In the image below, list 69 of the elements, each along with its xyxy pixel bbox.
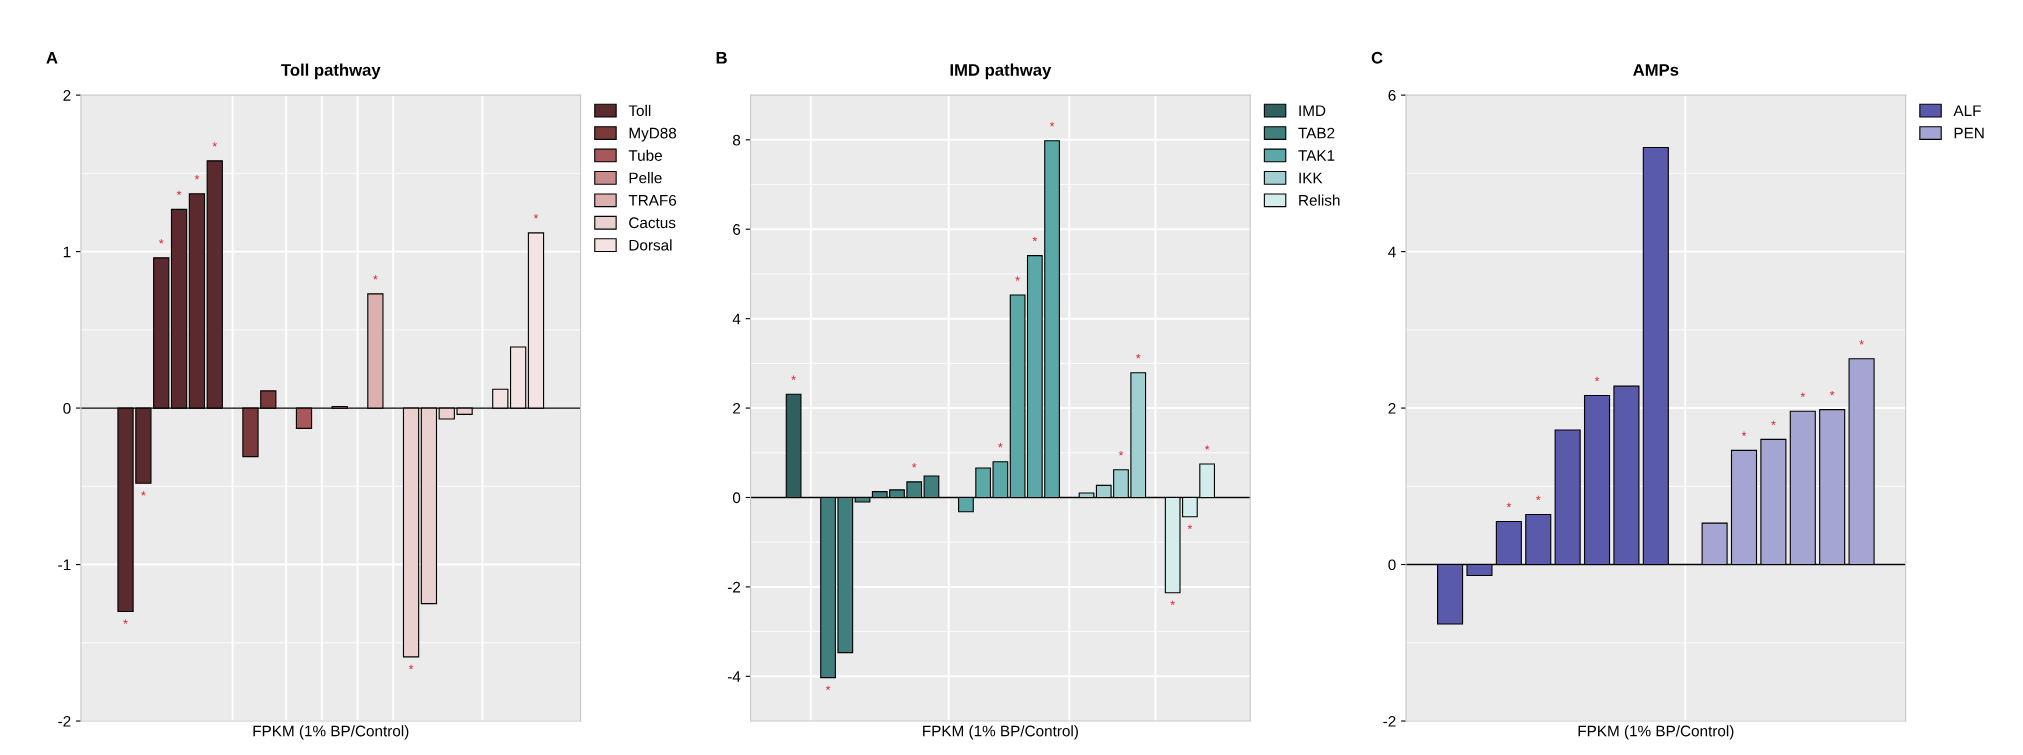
- y-tick-label: 6: [733, 224, 741, 235]
- legend-label: TRAF6: [628, 194, 677, 206]
- data-label: *: [408, 664, 414, 670]
- y-tick-label: 2: [1388, 402, 1396, 414]
- legend-label: IMD: [1299, 105, 1326, 116]
- legend-label: ALF: [1953, 105, 1981, 116]
- data-label: *: [1049, 122, 1055, 127]
- chart-title: Toll pathway: [281, 63, 381, 80]
- data-label: *: [176, 190, 182, 196]
- data-label: *: [1135, 354, 1141, 359]
- legend-label: Toll: [628, 104, 651, 117]
- legend-label: TAK1: [1298, 150, 1335, 161]
- y-tick-label: 2: [733, 402, 741, 414]
- data-label: *: [1829, 390, 1835, 396]
- y-tick-label: 0: [732, 492, 741, 504]
- legend-label: IKK: [1299, 172, 1323, 184]
- y-tick-label: 2: [63, 90, 71, 101]
- legend-label: Pelle: [629, 172, 662, 184]
- legend-label: Cactus: [629, 217, 676, 229]
- y-tick-label: 4: [1388, 246, 1396, 258]
- data-label: *: [1741, 431, 1747, 437]
- data-label: *: [141, 491, 146, 496]
- data-label: *: [1771, 420, 1776, 426]
- data-label: *: [212, 142, 217, 147]
- y-tick-label: -4: [727, 671, 741, 682]
- y-tick-label: 6: [1388, 90, 1396, 101]
- y-tick-label: -1: [58, 559, 71, 571]
- data-label: *: [825, 685, 831, 691]
- x-axis-title: FPKM (1% BP/Control): [923, 725, 1078, 740]
- data-label: *: [911, 463, 917, 468]
- chart-title: AMPs: [1633, 64, 1679, 76]
- legend-label: TAB2: [1298, 127, 1335, 139]
- data-label: *: [194, 175, 200, 180]
- data-label: *: [1170, 600, 1175, 606]
- text: B: [716, 52, 727, 64]
- y-tick-label: -2: [58, 715, 71, 727]
- x-axis-title: FPKM (1% BP/Control): [1578, 725, 1734, 740]
- data-label: *: [998, 443, 1003, 448]
- legend-label: PEN: [1954, 127, 1984, 139]
- text: A: [46, 52, 58, 64]
- legend-label: MyD88: [629, 127, 677, 142]
- data-label: *: [1032, 236, 1038, 242]
- y-tick-label: 1: [63, 246, 71, 258]
- y-tick-label: 4: [732, 313, 741, 325]
- data-label: *: [1506, 502, 1512, 508]
- data-label: *: [373, 275, 378, 280]
- data-label: *: [1859, 340, 1864, 345]
- data-label: *: [158, 239, 164, 244]
- data-label: *: [123, 619, 128, 624]
- data-label: *: [533, 214, 539, 219]
- x-axis-title: FPKM (1% BP/Control): [253, 725, 409, 740]
- chart-title: IMD pathway: [950, 63, 1052, 80]
- y-tick-label: 0: [1388, 559, 1396, 571]
- data-label: *: [1536, 495, 1541, 501]
- legend-label: Tube: [628, 149, 662, 161]
- data-label: *: [1118, 451, 1124, 456]
- data-label: *: [1800, 392, 1806, 397]
- y-tick-label: 8: [732, 134, 741, 146]
- data-label: *: [1594, 376, 1600, 382]
- data-label: *: [1015, 276, 1020, 281]
- y-tick-label: 0: [63, 402, 71, 414]
- legend-label: Relish: [1299, 194, 1340, 206]
- text: C: [1371, 51, 1383, 64]
- data-label: *: [1187, 524, 1193, 530]
- data-label: *: [1204, 445, 1210, 450]
- legend-label: Dorsal: [629, 239, 672, 251]
- data-label: *: [791, 375, 796, 380]
- y-tick-label: -2: [1383, 715, 1396, 727]
- y-tick-label: -2: [727, 581, 741, 593]
